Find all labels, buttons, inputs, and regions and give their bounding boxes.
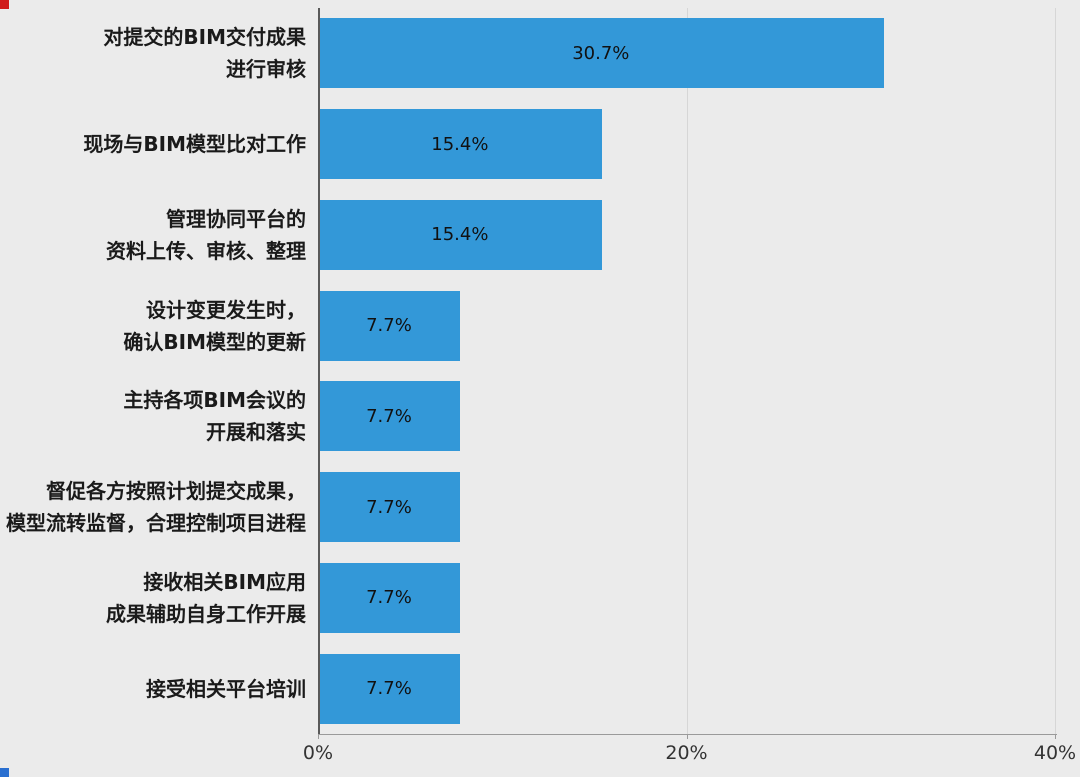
bar-value-label: 7.7% bbox=[366, 315, 412, 337]
bar-value-label: 7.7% bbox=[366, 496, 412, 518]
bar-value-label: 30.7% bbox=[572, 42, 630, 64]
bar-row: 主持各项BIM会议的 开展和落实 7.7% bbox=[0, 371, 1055, 462]
bar-row: 督促各方按照计划提交成果， 模型流转监督，合理控制项目进程 7.7% bbox=[0, 462, 1055, 553]
x-axis-tick bbox=[1055, 734, 1056, 739]
category-label: 督促各方按照计划提交成果， 模型流转监督，合理控制项目进程 bbox=[6, 479, 306, 536]
bar: 7.7% bbox=[318, 290, 460, 361]
bar: 15.4% bbox=[318, 199, 602, 270]
bar-zone: 7.7% bbox=[318, 371, 1055, 462]
y-axis-line bbox=[318, 8, 320, 735]
bar-zone: 15.4% bbox=[318, 99, 1055, 190]
bar-value-label: 15.4% bbox=[431, 224, 489, 246]
bar-zone: 30.7% bbox=[318, 8, 1055, 99]
category-label: 设计变更发生时， 确认BIM模型的更新 bbox=[123, 297, 306, 354]
category-label: 主持各项BIM会议的 开展和落实 bbox=[123, 388, 306, 445]
category-label: 对提交的BIM交付成果 进行审核 bbox=[103, 25, 306, 82]
plot-area: 对提交的BIM交付成果 进行审核 30.7% 现场与BIM模型比对工作 15.4% 管理协… bbox=[0, 8, 1055, 734]
x-axis-tick bbox=[686, 734, 688, 739]
gridline-layer bbox=[318, 8, 1056, 734]
bar-zone: 15.4% bbox=[318, 190, 1055, 281]
x-axis-tick-label: 20% bbox=[665, 742, 708, 764]
x-axis-tick-label: 40% bbox=[1033, 742, 1077, 764]
x-axis-tick-label: 0% bbox=[302, 742, 334, 764]
category-label: 接收相关BIM应用 成果辅助自身工作开展 bbox=[106, 569, 306, 626]
category-label: 现场与BIM模型比对工作 bbox=[83, 132, 306, 157]
bar-value-label: 7.7% bbox=[366, 405, 412, 427]
bar-zone: 7.7% bbox=[318, 280, 1055, 371]
vertical-gridline bbox=[1055, 8, 1056, 734]
vertical-gridline bbox=[686, 8, 688, 734]
bar: 7.7% bbox=[318, 472, 460, 543]
bar-value-label: 7.7% bbox=[366, 678, 412, 700]
top-left-red-mark bbox=[0, 0, 9, 9]
bar-row: 管理协同平台的 资料上传、审核、整理 15.4% bbox=[0, 190, 1055, 281]
bar-zone: 7.7% bbox=[318, 643, 1055, 734]
bar: 30.7% bbox=[318, 18, 884, 89]
bar-row: 对提交的BIM交付成果 进行审核 30.7% bbox=[0, 8, 1055, 99]
bar: 15.4% bbox=[318, 109, 602, 180]
bar-zone: 7.7% bbox=[318, 553, 1055, 644]
category-label: 管理协同平台的 资料上传、审核、整理 bbox=[106, 206, 306, 263]
x-axis-line bbox=[318, 734, 1057, 735]
bar-row: 设计变更发生时， 确认BIM模型的更新 7.7% bbox=[0, 280, 1055, 371]
bar-row: 接收相关BIM应用 成果辅助自身工作开展 7.7% bbox=[0, 553, 1055, 644]
bar-zone: 7.7% bbox=[318, 462, 1055, 553]
x-axis-tick-labels: 0% 20% 40% bbox=[303, 742, 1076, 772]
bar: 7.7% bbox=[318, 381, 460, 452]
bar-value-label: 7.7% bbox=[366, 587, 412, 609]
category-label: 接受相关平台培训 bbox=[146, 676, 306, 701]
x-axis-tick bbox=[318, 734, 319, 739]
bar-value-label: 15.4% bbox=[431, 133, 489, 155]
bar: 7.7% bbox=[318, 562, 460, 633]
bar: 7.7% bbox=[318, 653, 460, 724]
bar-row: 现场与BIM模型比对工作 15.4% bbox=[0, 99, 1055, 190]
bottom-left-blue-mark bbox=[0, 768, 9, 777]
bar-row: 接受相关平台培训 7.7% bbox=[0, 643, 1055, 734]
